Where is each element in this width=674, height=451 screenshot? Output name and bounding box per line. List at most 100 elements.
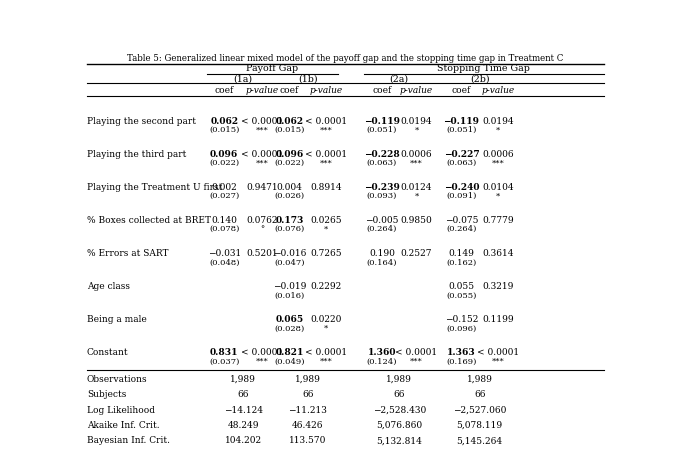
Text: 0.0104: 0.0104 <box>482 183 514 192</box>
Text: −0.239: −0.239 <box>364 183 400 192</box>
Text: 1,989: 1,989 <box>230 374 256 383</box>
Text: coef: coef <box>280 86 299 95</box>
Text: < 0.0001: < 0.0001 <box>241 348 283 357</box>
Text: *: * <box>415 126 419 134</box>
Text: % Boxes collected at BRET: % Boxes collected at BRET <box>87 216 211 225</box>
Text: 66: 66 <box>302 390 313 399</box>
Text: 0.140: 0.140 <box>212 216 237 225</box>
Text: 5,076.860: 5,076.860 <box>376 420 423 429</box>
Text: 1,989: 1,989 <box>295 374 321 383</box>
Text: Payoff Gap: Payoff Gap <box>246 64 299 73</box>
Text: °: ° <box>259 225 264 233</box>
Text: −0.119: −0.119 <box>443 117 479 126</box>
Text: (0.022): (0.022) <box>274 159 305 167</box>
Text: < 0.0001: < 0.0001 <box>477 348 519 357</box>
Text: ***: *** <box>255 159 268 167</box>
Text: coef: coef <box>452 86 471 95</box>
Text: −2,528.430: −2,528.430 <box>373 405 426 414</box>
Text: −0.119: −0.119 <box>364 117 400 126</box>
Text: 0.190: 0.190 <box>369 249 395 258</box>
Text: *: * <box>324 324 328 332</box>
Text: 0.0194: 0.0194 <box>400 117 432 126</box>
Text: 0.0265: 0.0265 <box>310 216 342 225</box>
Text: ***: *** <box>319 159 332 167</box>
Text: < 0.0001: < 0.0001 <box>396 348 437 357</box>
Text: 0.0006: 0.0006 <box>400 150 432 159</box>
Text: 104.202: 104.202 <box>224 436 262 444</box>
Text: −0.075: −0.075 <box>445 216 478 225</box>
Text: 1,989: 1,989 <box>466 374 493 383</box>
Text: 0.062: 0.062 <box>276 117 303 126</box>
Text: (0.022): (0.022) <box>209 159 239 167</box>
Text: < 0.0001: < 0.0001 <box>305 150 347 159</box>
Text: 66: 66 <box>394 390 405 399</box>
Text: 0.0194: 0.0194 <box>482 117 514 126</box>
Text: (2b): (2b) <box>470 74 489 83</box>
Text: Stopping Time Gap: Stopping Time Gap <box>437 64 530 73</box>
Text: ***: *** <box>410 159 423 167</box>
Text: 5,145.264: 5,145.264 <box>456 436 503 444</box>
Text: (0.169): (0.169) <box>446 357 477 365</box>
Text: (0.093): (0.093) <box>367 192 397 200</box>
Text: −0.019: −0.019 <box>273 281 306 290</box>
Text: (0.016): (0.016) <box>274 291 305 299</box>
Text: ***: *** <box>255 126 268 134</box>
Text: (0.124): (0.124) <box>367 357 397 365</box>
Text: *: * <box>324 225 328 233</box>
Text: 0.002: 0.002 <box>212 183 237 192</box>
Text: (0.264): (0.264) <box>446 225 477 233</box>
Text: 0.096: 0.096 <box>276 150 304 159</box>
Text: (0.051): (0.051) <box>446 126 477 134</box>
Text: 0.8914: 0.8914 <box>310 183 342 192</box>
Text: −0.031: −0.031 <box>208 249 241 258</box>
Text: 0.062: 0.062 <box>210 117 239 126</box>
Text: (0.048): (0.048) <box>209 258 239 266</box>
Text: (0.026): (0.026) <box>274 192 305 200</box>
Text: (1b): (1b) <box>298 74 317 83</box>
Text: Playing the second part: Playing the second part <box>87 117 196 126</box>
Text: ***: *** <box>319 357 332 365</box>
Text: 0.5201: 0.5201 <box>246 249 278 258</box>
Text: % Errors at SART: % Errors at SART <box>87 249 168 258</box>
Text: −2,527.060: −2,527.060 <box>453 405 506 414</box>
Text: (0.055): (0.055) <box>446 291 477 299</box>
Text: 1.363: 1.363 <box>447 348 476 357</box>
Text: *: * <box>496 126 500 134</box>
Text: −0.005: −0.005 <box>365 216 399 225</box>
Text: 0.9850: 0.9850 <box>400 216 432 225</box>
Text: coef: coef <box>214 86 234 95</box>
Text: p-value: p-value <box>245 86 278 95</box>
Text: 0.3219: 0.3219 <box>483 281 514 290</box>
Text: Table 5: Generalized linear mixed model of the payoff gap and the stopping time : Table 5: Generalized linear mixed model … <box>127 54 563 63</box>
Text: ***: *** <box>319 126 332 134</box>
Text: 66: 66 <box>474 390 485 399</box>
Text: (0.049): (0.049) <box>274 357 305 365</box>
Text: −0.016: −0.016 <box>273 249 306 258</box>
Text: coef: coef <box>372 86 392 95</box>
Text: (0.091): (0.091) <box>446 192 477 200</box>
Text: Subjects: Subjects <box>87 390 126 399</box>
Text: (0.015): (0.015) <box>209 126 239 134</box>
Text: 5,132.814: 5,132.814 <box>376 436 422 444</box>
Text: Log Likelihood: Log Likelihood <box>87 405 155 414</box>
Text: 0.055: 0.055 <box>448 281 474 290</box>
Text: *: * <box>496 192 500 200</box>
Text: 0.2292: 0.2292 <box>311 281 342 290</box>
Text: (0.063): (0.063) <box>446 159 477 167</box>
Text: (0.076): (0.076) <box>274 225 305 233</box>
Text: (0.051): (0.051) <box>367 126 397 134</box>
Text: Bayesian Inf. Crit.: Bayesian Inf. Crit. <box>87 436 170 444</box>
Text: 0.7265: 0.7265 <box>310 249 342 258</box>
Text: 0.0220: 0.0220 <box>311 315 342 323</box>
Text: 0.173: 0.173 <box>276 216 304 225</box>
Text: ***: *** <box>255 357 268 365</box>
Text: 1.360: 1.360 <box>368 348 396 357</box>
Text: < 0.0001: < 0.0001 <box>241 117 283 126</box>
Text: p-value: p-value <box>481 86 514 95</box>
Text: (0.164): (0.164) <box>367 258 397 266</box>
Text: (2a): (2a) <box>390 74 409 83</box>
Text: (0.015): (0.015) <box>274 126 305 134</box>
Text: (0.096): (0.096) <box>446 324 477 332</box>
Text: 0.065: 0.065 <box>276 315 303 323</box>
Text: (0.162): (0.162) <box>446 258 477 266</box>
